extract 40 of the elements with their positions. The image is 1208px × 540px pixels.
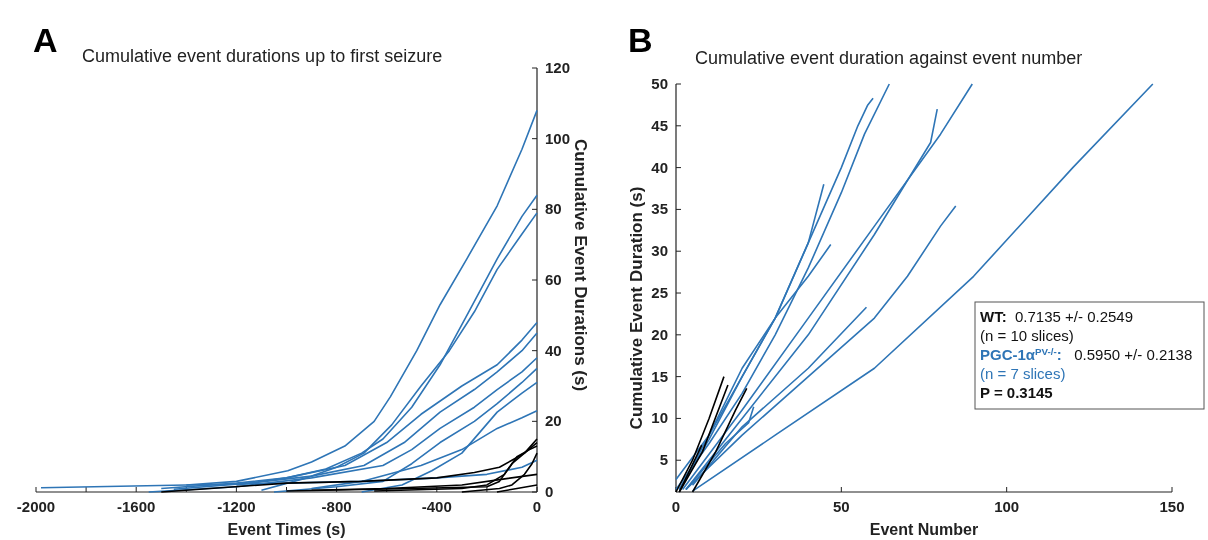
y-tick-label: 100 [545, 129, 571, 147]
x-tick-label: -400 [421, 498, 452, 515]
x-tick-label: 0 [671, 498, 681, 515]
x-tick-label: -1200 [217, 498, 256, 515]
y-tick-label: 80 [545, 200, 562, 218]
annotation: PGC-1α$^{PV-/-}$: 0.5950 +/- 0.2138 [980, 345, 1193, 363]
y-tick-label: 30 [651, 242, 668, 260]
text: B [628, 21, 653, 59]
y-tick-label: 40 [651, 158, 668, 176]
x-tick-label: 0 [532, 498, 542, 515]
y-tick-label: 120 [545, 59, 571, 76]
y-tick-label: 40 [545, 341, 562, 359]
annotation: (n = 10 slices) [980, 327, 1074, 344]
y-axis-title: Cumulative Event Duration (s) [627, 186, 646, 430]
y-tick-label: 10 [651, 409, 668, 427]
y-tick-label: 50 [651, 75, 668, 92]
y-tick-label: 25 [651, 284, 668, 302]
y-tick-label: 60 [545, 271, 562, 288]
y-tick-label: 20 [545, 412, 562, 430]
x-axis-title: Event Times (s) [227, 521, 346, 538]
annotation: (n = 7 slices) [980, 365, 1066, 382]
x-tick-label: -2000 [16, 498, 56, 515]
x-tick-label: -1600 [117, 498, 156, 515]
y-tick-label: 35 [651, 200, 668, 218]
text: A [33, 21, 58, 59]
y-axis-title: Cumulative Event Durations (s) [571, 138, 590, 392]
x-tick-label: 150 [1159, 498, 1185, 515]
chart-title: Cumulative event duration against event number [695, 48, 1083, 68]
annotation: WT: 0.7135 +/- 0.2549 [980, 308, 1134, 325]
x-tick-label: 100 [994, 498, 1020, 515]
annotation: P = 0.3145 [980, 384, 1053, 401]
y-tick-label: 15 [651, 367, 668, 385]
y-tick-label: 0 [545, 483, 554, 500]
chart-title: Cumulative event durations up to first seizure [82, 46, 443, 66]
x-axis-title: Event Number [869, 521, 979, 538]
x-tick-label: -800 [321, 498, 352, 515]
x-tick-label: 50 [832, 498, 850, 515]
y-tick-label: 45 [651, 116, 668, 134]
y-tick-label: 20 [651, 325, 668, 343]
y-tick-label: 5 [659, 451, 668, 469]
